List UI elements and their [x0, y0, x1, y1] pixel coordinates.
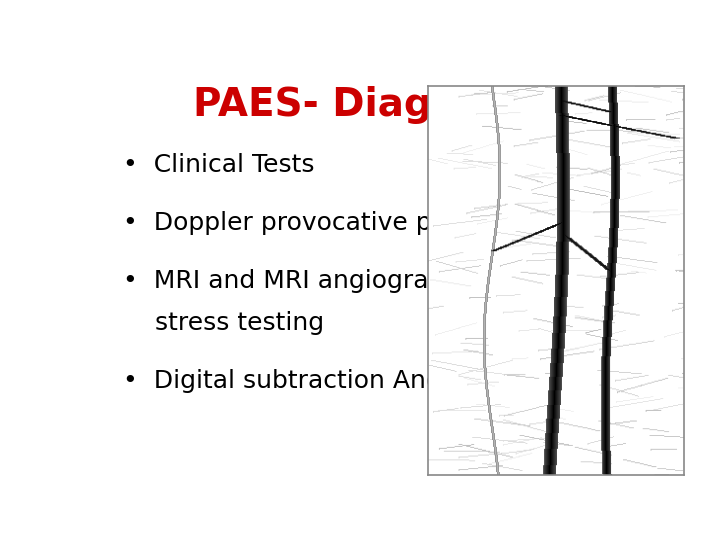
Text: PAES- Diagnosis: PAES- Diagnosis [193, 85, 545, 124]
Text: •  Doppler provocative protocols: • Doppler provocative protocols [124, 211, 531, 235]
Text: •  MRI and MRI angiography with: • MRI and MRI angiography with [124, 269, 536, 293]
Text: •  Clinical Tests: • Clinical Tests [124, 153, 315, 177]
Text: •  Digital subtraction Angiography: • Digital subtraction Angiography [124, 369, 552, 393]
Text: stress testing: stress testing [124, 310, 325, 335]
